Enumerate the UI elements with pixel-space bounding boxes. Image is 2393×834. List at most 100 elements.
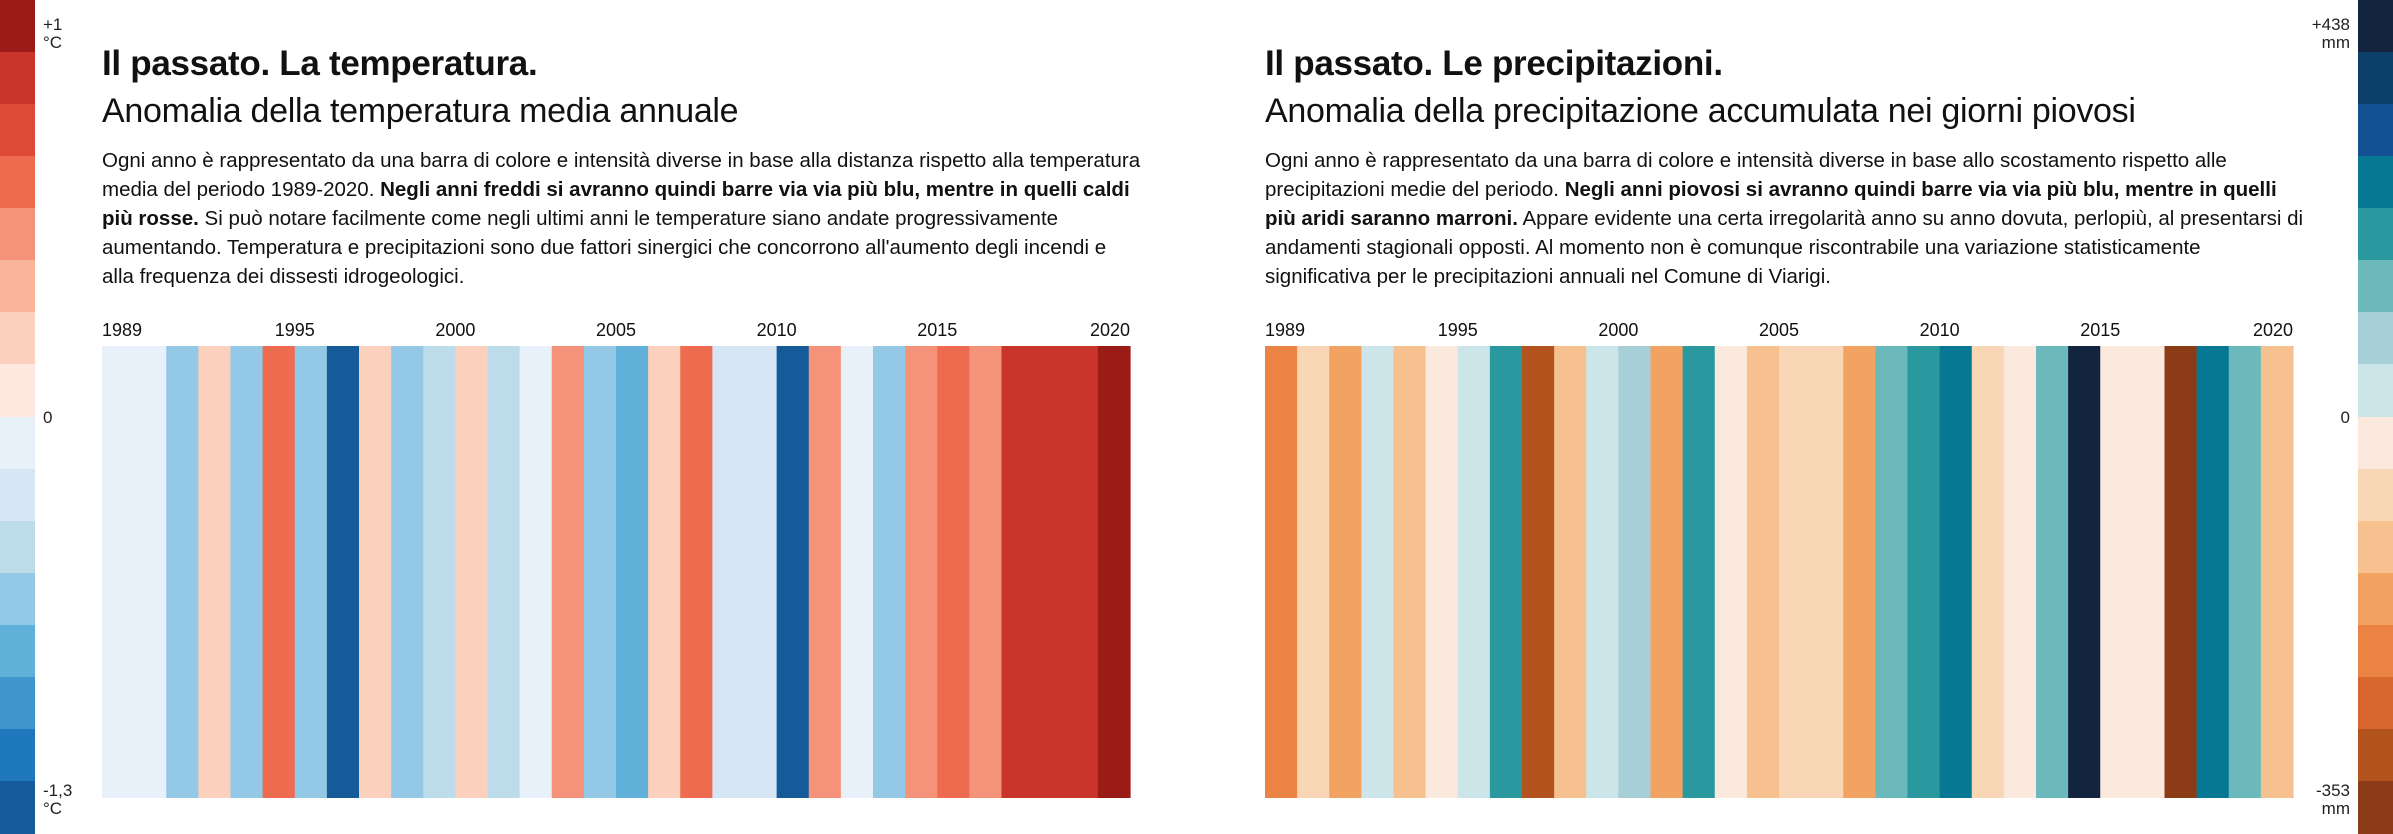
temperature-subtitle: Anomalia della temperatura media annuale [102,92,739,130]
precipitation-stripe-2011 [1971,346,2005,798]
precipitation-scale-swatch [2358,104,2393,157]
temperature-stripe-2005 [616,346,649,798]
precipitation-stripe-1989 [1265,346,1298,798]
temperature-description: Ogni anno è rappresentato da una barra d… [102,146,1142,291]
temperature-stripe-1989 [102,346,135,798]
precipitation-scale-swatch [2358,156,2393,209]
precipitation-tick-label: 2015 [2080,320,2120,340]
precipitation-scale-swatch [2358,624,2393,678]
precipitation-stripe-2018 [2196,346,2230,798]
temperature-scale-min-unit: °C [43,799,63,818]
temperature-stripe-2004 [583,346,617,798]
temperature-stripes-chart: 1989 1995 2000 2005 2010 2015 2020 [102,320,1131,798]
precipitation-stripe-1993 [1393,346,1427,798]
precipitation-stripe-2010 [1939,346,1973,798]
temperature-scale-swatch [0,156,35,209]
temperature-tick-label: 2020 [1090,320,1130,340]
precipitation-stripe-1991 [1329,346,1362,798]
precipitation-title: Il passato. Le precipitazioni. [1265,44,1723,83]
temperature-scale-swatch [0,624,35,678]
temperature-scale-swatch [0,676,35,730]
temperature-stripe-2000 [455,346,489,798]
temperature-stripe-2019 [1065,346,1099,798]
precipitation-tick-label: 2010 [1920,320,1960,340]
precipitation-scale-swatch [2358,416,2393,470]
temperature-stripe-2001 [487,346,521,798]
precipitation-scale-min-value: -353 [2315,781,2350,800]
precipitation-stripe-2016 [2132,346,2166,798]
precipitation-stripes-chart: 1989 1995 2000 2005 2010 2015 2020 [1265,320,2294,798]
temperature-stripe-2008 [712,346,746,798]
precipitation-stripe-2003 [1714,346,1748,798]
temperature-scale-swatch [0,104,35,157]
precipitation-stripe-2004 [1746,346,1780,798]
precipitation-stripe-2009 [1907,346,1941,798]
temperature-stripe-2003 [551,346,585,798]
temperature-scale-swatch [0,780,35,834]
temperature-stripe-1990 [134,346,167,798]
temperature-stripe-2012 [840,346,874,798]
temperature-stripe-1993 [230,346,264,798]
precipitation-scale-swatch [2358,676,2393,730]
temperature-stripe-1997 [359,346,392,798]
precipitation-tick-label: 1989 [1265,320,1305,340]
temperature-scale-swatch [0,0,35,53]
temperature-stripe-2006 [648,346,681,798]
temperature-description-text-2: Si può notare facilmente come negli ulti… [102,207,1107,288]
precipitation-stripe-2008 [1875,346,1909,798]
temperature-stripe-1991 [166,346,199,798]
precipitation-stripe-2017 [2164,346,2198,798]
temperature-scale-swatch [0,520,35,574]
temperature-scale-swatch [0,52,35,105]
precipitation-stripe-2015 [2100,346,2133,798]
temperature-stripe-2007 [680,346,713,798]
precipitation-stripe-2014 [2068,346,2101,798]
precipitation-subtitle: Anomalia della precipitazione accumulata… [1265,92,2136,130]
temperature-stripe-1995 [294,346,328,798]
temperature-stripe-1996 [326,346,360,798]
temperature-stripe-2015 [937,346,970,798]
precipitation-scale-swatch [2358,312,2393,365]
temperature-scale-swatch [0,572,35,626]
temperature-stripe-2009 [744,346,778,798]
precipitation-stripe-1999 [1586,346,1619,798]
temperature-stripe-2018 [1033,346,1067,798]
temperature-tick-label: 2010 [757,320,797,340]
temperature-stripe-1999 [423,346,456,798]
precipitation-scale-swatch [2358,780,2393,834]
precipitation-stripe-1995 [1457,346,1491,798]
temperature-stripe-2002 [519,346,553,798]
temperature-tick-label: 2000 [435,320,475,340]
temperature-scale-swatch [0,416,35,470]
precipitation-stripe-2020 [2260,346,2294,798]
precipitation-stripe-2000 [1618,346,1652,798]
precipitation-scale-max-unit: mm [2321,33,2350,52]
temperature-stripe-2014 [905,346,938,798]
temperature-scale-max-unit: °C [43,33,63,52]
temperature-scale-min-label: -1,3 °C [43,782,72,818]
temperature-tick-label: 2015 [917,320,957,340]
precipitation-scale-swatch [2358,52,2393,105]
temperature-stripe-2011 [808,346,842,798]
precipitation-scale-swatch [2358,572,2393,626]
precipitation-stripe-2013 [2036,346,2069,798]
temperature-stripe-2013 [873,346,906,798]
temperature-stripe-2020 [1097,346,1131,798]
precipitation-stripe-2012 [2003,346,2037,798]
precipitation-scale-swatch [2358,728,2393,782]
temperature-scale-swatch [0,208,35,261]
precipitation-color-scale [2358,0,2393,834]
temperature-scale-swatch [0,312,35,365]
temperature-scale-swatch [0,364,35,417]
precipitation-description-text-2: Appare evidente una certa irregolarità a… [1265,207,2304,288]
temperature-title: Il passato. La temperatura. [102,44,538,83]
precipitation-tick-label: 2020 [2253,320,2293,340]
temperature-stripe-2016 [969,346,1003,798]
precipitation-stripe-2019 [2228,346,2262,798]
precipitation-stripe-1996 [1489,346,1523,798]
temperature-color-scale [0,0,35,834]
temperature-scale-swatch [0,260,35,313]
precipitation-stripe-2006 [1811,346,1844,798]
precipitation-tick-label: 2005 [1759,320,1799,340]
precipitation-scale-max-value: +438 [2311,15,2350,34]
